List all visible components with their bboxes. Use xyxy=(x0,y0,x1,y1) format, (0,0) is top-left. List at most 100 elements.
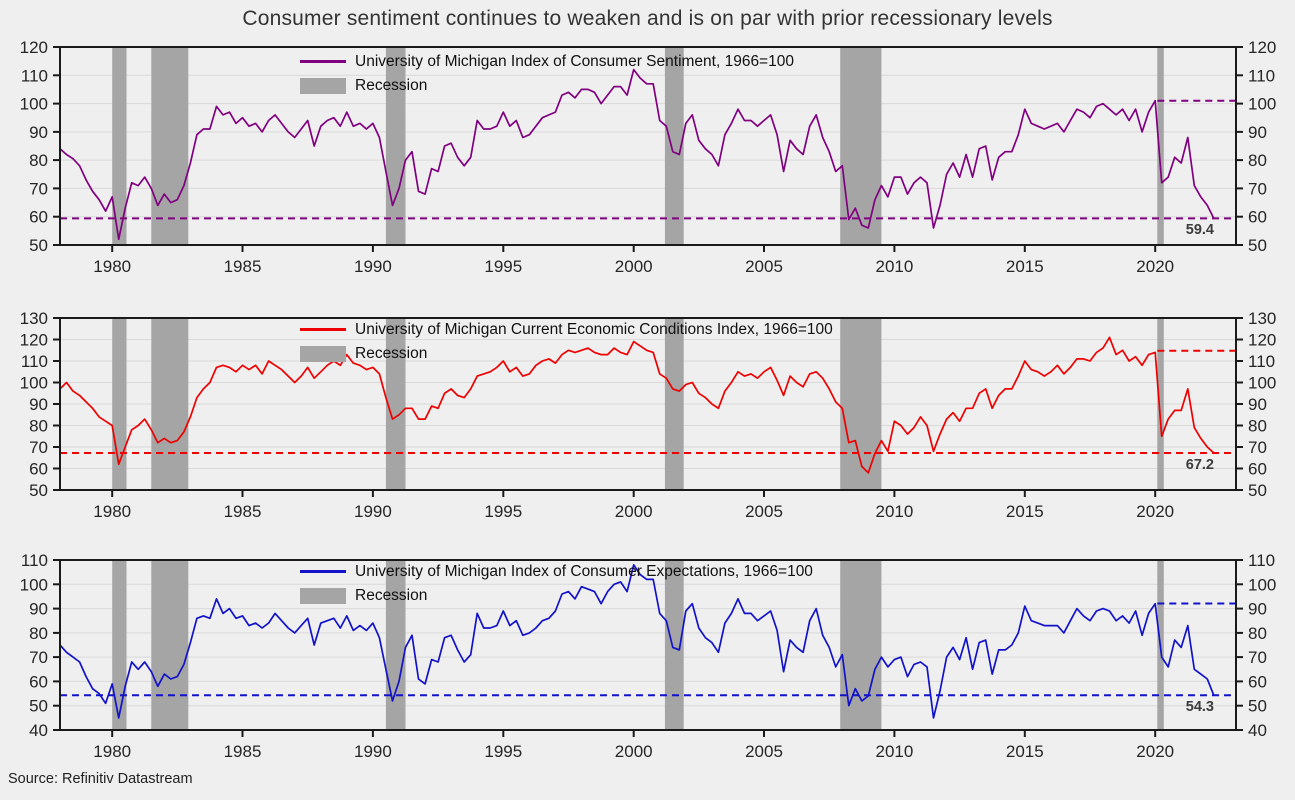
y-tick-label: 60 xyxy=(29,208,48,227)
x-tick-label: 2000 xyxy=(615,742,653,761)
legend-sentiment: University of Michigan Index of Consumer… xyxy=(300,51,794,96)
y-tick-label: 70 xyxy=(1248,179,1267,198)
x-tick-label: 1995 xyxy=(484,257,522,276)
page-title: Consumer sentiment continues to weaken a… xyxy=(242,7,1053,30)
y-tick-label: 50 xyxy=(1248,481,1267,500)
y-tick-label: 70 xyxy=(29,648,48,667)
y-tick-label: 100 xyxy=(20,95,48,114)
legend-recession-label: Recession xyxy=(355,586,428,604)
recession-swatch xyxy=(300,587,346,604)
recession-band xyxy=(1157,47,1164,245)
legend-recession-label: Recession xyxy=(355,76,428,94)
x-tick-label: 2020 xyxy=(1136,742,1174,761)
y-tick-label: 70 xyxy=(1248,648,1267,667)
y-tick-label: 130 xyxy=(1248,309,1276,328)
x-tick-label: 2010 xyxy=(875,257,913,276)
series-line xyxy=(59,336,1215,474)
y-tick-label: 90 xyxy=(1248,395,1267,414)
y-tick-label: 60 xyxy=(1248,459,1267,478)
y-tick-label: 100 xyxy=(1248,373,1276,392)
recession-band xyxy=(664,318,684,490)
series-line xyxy=(59,68,1215,241)
legend-item-recession: Recession xyxy=(300,343,833,364)
y-tick-label: 120 xyxy=(1248,330,1276,349)
x-tick-label: 2020 xyxy=(1136,257,1174,276)
x-tick-label: 1985 xyxy=(224,257,262,276)
x-tick-label: 1985 xyxy=(224,502,262,521)
recession-band xyxy=(1157,318,1164,490)
x-tick-label: 1990 xyxy=(354,502,392,521)
recession-band xyxy=(112,560,127,730)
sentiment-line-swatch xyxy=(300,60,346,63)
x-tick-label: 2005 xyxy=(745,742,783,761)
legend-item-recession: Recession xyxy=(300,75,794,96)
y-tick-label: 90 xyxy=(1248,123,1267,142)
series-line xyxy=(59,564,1215,719)
y-tick-label: 40 xyxy=(1248,721,1267,740)
recession-band xyxy=(840,47,882,245)
y-tick-label: 100 xyxy=(20,575,48,594)
y-tick-label: 110 xyxy=(1248,352,1275,371)
y-tick-label: 80 xyxy=(29,151,48,170)
y-tick-label: 120 xyxy=(1248,38,1276,57)
y-tick-label: 60 xyxy=(1248,672,1267,691)
x-tick-label: 1980 xyxy=(93,742,131,761)
legend-item-recession: Recession xyxy=(300,585,813,606)
latest-value-label-expectations: 54.3 xyxy=(1185,699,1214,715)
x-tick-label: 2015 xyxy=(1006,257,1044,276)
y-tick-label: 120 xyxy=(20,330,48,349)
y-tick-label: 80 xyxy=(1248,624,1267,643)
y-tick-label: 60 xyxy=(29,672,48,691)
y-tick-label: 130 xyxy=(20,309,48,328)
legend-item-series: University of Michigan Index of Consumer… xyxy=(300,561,813,582)
recession-band xyxy=(840,560,882,730)
recession-band xyxy=(151,318,189,490)
y-tick-label: 40 xyxy=(29,721,48,740)
legend-current-conditions-label: University of Michigan Current Economic … xyxy=(355,320,833,338)
x-tick-label: 1980 xyxy=(93,502,131,521)
y-tick-label: 70 xyxy=(1248,438,1267,457)
legend-item-series: University of Michigan Current Economic … xyxy=(300,319,833,340)
recession-band xyxy=(664,47,684,245)
y-tick-label: 90 xyxy=(29,600,48,619)
x-tick-label: 2015 xyxy=(1006,502,1044,521)
x-tick-label: 2010 xyxy=(875,502,913,521)
y-tick-label: 80 xyxy=(1248,416,1267,435)
y-tick-label: 70 xyxy=(29,179,48,198)
y-tick-label: 50 xyxy=(1248,236,1267,255)
y-tick-label: 50 xyxy=(1248,697,1267,716)
x-tick-label: 1985 xyxy=(224,742,262,761)
legend-expectations: University of Michigan Index of Consumer… xyxy=(300,561,813,606)
source-note: Source: Refinitiv Datastream xyxy=(8,771,193,787)
x-tick-label: 2005 xyxy=(745,257,783,276)
x-tick-label: 2005 xyxy=(745,502,783,521)
y-tick-label: 80 xyxy=(29,624,48,643)
recession-band xyxy=(151,560,189,730)
y-tick-label: 50 xyxy=(29,236,48,255)
recession-swatch xyxy=(300,345,346,362)
x-tick-label: 2000 xyxy=(615,502,653,521)
recession-band xyxy=(112,47,127,245)
y-tick-label: 70 xyxy=(29,438,48,457)
y-tick-label: 100 xyxy=(1248,575,1276,594)
recession-band xyxy=(385,560,406,730)
y-tick-label: 80 xyxy=(29,416,48,435)
legend-current-conditions: University of Michigan Current Economic … xyxy=(300,319,833,364)
y-tick-label: 110 xyxy=(21,352,48,371)
x-tick-label: 1990 xyxy=(354,257,392,276)
recession-band xyxy=(151,47,189,245)
x-tick-label: 1995 xyxy=(484,742,522,761)
x-tick-label: 1980 xyxy=(93,257,131,276)
y-tick-label: 110 xyxy=(1248,551,1275,570)
y-tick-label: 90 xyxy=(29,123,48,142)
y-tick-label: 50 xyxy=(29,697,48,716)
x-tick-label: 2000 xyxy=(615,257,653,276)
y-tick-label: 90 xyxy=(1248,600,1267,619)
plot-border xyxy=(59,559,1237,731)
recession-band xyxy=(664,560,684,730)
x-tick-label: 2015 xyxy=(1006,742,1044,761)
y-tick-label: 50 xyxy=(29,481,48,500)
legend-expectations-label: University of Michigan Index of Consumer… xyxy=(355,562,813,580)
